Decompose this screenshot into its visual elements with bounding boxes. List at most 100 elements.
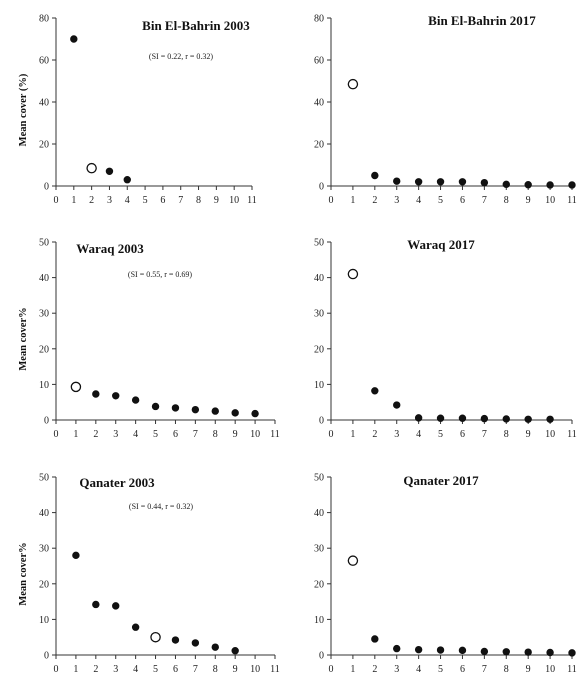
panel-4-y-tick-label: 50 — [314, 238, 324, 249]
panel-3-x-tick-label: 1 — [73, 429, 78, 440]
panel-3-x-tick-label: 6 — [173, 429, 178, 440]
panel-5-y-tick-label: 50 — [39, 473, 49, 484]
panel-4-x-tick-label: 7 — [482, 429, 487, 440]
panel-1-x-tick-label: 9 — [214, 195, 219, 206]
panel-5-title: Qanater 2003 — [79, 475, 155, 490]
panel-4-data-point — [458, 414, 467, 422]
panel-3-y-label: Mean cover% — [18, 307, 29, 370]
panel-2-x-tick-label: 10 — [545, 195, 555, 206]
panel-3-x-tick-label: 0 — [54, 429, 59, 440]
panel-4-data-point — [546, 415, 554, 423]
panel-5-x-tick-label: 9 — [233, 664, 238, 673]
panel-5-data-point — [211, 643, 219, 651]
panel-3-y-tick-label: 20 — [39, 344, 49, 355]
panel-2-x-tick-label: 6 — [460, 195, 465, 206]
panel-2-y-tick-label: 60 — [314, 56, 324, 67]
panel-1-title: Bin El-Bahrin 2003 — [142, 18, 250, 33]
panel-6-data-point — [524, 648, 532, 656]
panel-5-data-point — [231, 647, 239, 655]
panel-4-y-tick-label: 10 — [314, 380, 324, 391]
panel-3-data-point — [171, 404, 180, 412]
panel-6-y-tick-label: 10 — [314, 615, 324, 626]
panel-4-x-tick-label: 8 — [504, 429, 509, 440]
panel-3-x-tick-label: 4 — [133, 429, 138, 440]
panel-2-x-tick-label: 11 — [567, 195, 577, 206]
panel-3-data-point — [131, 396, 140, 404]
panel-1-y-tick-label: 80 — [39, 14, 49, 25]
panel-1-x-tick-label: 1 — [71, 195, 76, 206]
panel-6-y-tick-label: 50 — [314, 473, 324, 484]
panel-5-data-point — [72, 551, 80, 560]
panel-2-title: Bin El-Bahrin 2017 — [428, 13, 536, 28]
panel-4-data-point — [393, 401, 401, 409]
panel-5-x-tick-label: 2 — [93, 664, 98, 673]
panel-3-data-point — [112, 392, 120, 400]
panel-3-y-tick-label: 10 — [39, 380, 49, 391]
panel-1-y-tick-label: 0 — [44, 182, 49, 193]
panel-2-x-tick-label: 1 — [350, 195, 355, 206]
panel-4-data-point — [414, 414, 423, 422]
panel-6-data-point — [347, 555, 359, 566]
panel-2-x-tick-label: 5 — [438, 195, 443, 206]
panel-5-y-label: Mean cover% — [18, 542, 29, 605]
panel-6-data-point — [546, 648, 554, 657]
panel-5-x-tick-label: 0 — [54, 664, 59, 673]
panel-1-data-point — [105, 167, 114, 175]
panel-6-data-point — [414, 645, 423, 654]
panel-5-data-point — [150, 631, 161, 643]
panel-6-y-tick-label: 40 — [314, 508, 324, 519]
panel-4-x-tick-label: 2 — [372, 429, 377, 440]
panel-6-x-tick-label: 3 — [394, 664, 399, 673]
panel-5-x-tick-label: 7 — [193, 664, 198, 673]
panel-5-x-tick-label: 10 — [250, 664, 260, 673]
panel-3-title: Waraq 2003 — [76, 241, 144, 256]
panel-5-x-tick-label: 11 — [270, 664, 280, 673]
panel-6-data-point — [480, 647, 489, 656]
panel-5-y-tick-label: 40 — [39, 508, 49, 519]
panel-3-y-tick-label: 0 — [44, 416, 49, 427]
panel-3-data-point — [231, 409, 239, 417]
panel-6-x-tick-label: 0 — [329, 664, 334, 673]
panel-4-data-point — [502, 415, 510, 423]
panel-6-data-point — [393, 644, 401, 653]
panel-3-data-point — [191, 405, 200, 414]
panel-5-data-point — [191, 639, 200, 647]
panel-4-x-tick-label: 1 — [350, 429, 355, 440]
panel-4-y-tick-label: 0 — [319, 416, 324, 427]
panel-2-y-tick-label: 0 — [319, 182, 324, 193]
panel-6-x-tick-label: 9 — [526, 664, 531, 673]
panel-4-x-tick-label: 0 — [329, 429, 334, 440]
panel-1-x-tick-label: 0 — [54, 195, 59, 206]
panel-4-data-point — [436, 414, 445, 422]
panel-6-x-tick-label: 8 — [504, 664, 509, 673]
panel-2-x-tick-label: 9 — [526, 195, 531, 206]
panel-2-data-point — [546, 181, 554, 189]
panel-1-data-point — [123, 175, 131, 184]
panel-2-data-point — [393, 177, 401, 185]
panel-3-data-point — [70, 381, 82, 393]
panel-2-x-tick-label: 2 — [372, 195, 377, 206]
panel-1-x-tick-label: 7 — [178, 195, 183, 206]
panel-1-x-tick-label: 10 — [229, 195, 239, 206]
panel-6-data-point — [436, 646, 445, 654]
panel-6-data-point — [502, 648, 510, 656]
panel-2-data-point — [480, 178, 489, 187]
panel-1-x-tick-label: 8 — [196, 195, 201, 206]
panel-3-y-tick-label: 40 — [39, 273, 49, 284]
panel-6-x-tick-label: 6 — [460, 664, 465, 673]
panel-2-x-tick-label: 4 — [416, 195, 421, 206]
panel-5-y-tick-label: 0 — [44, 651, 49, 662]
panel-4-data-point — [371, 387, 379, 395]
panel-6-x-tick-label: 10 — [545, 664, 555, 673]
panel-2-x-tick-label: 7 — [482, 195, 487, 206]
panel-6-data-point — [371, 635, 379, 643]
panel-6-y-tick-label: 30 — [314, 544, 324, 555]
panel-5-data-point — [171, 636, 180, 644]
panel-5-x-tick-label: 3 — [113, 664, 118, 673]
panel-2-y-tick-label: 80 — [314, 14, 324, 25]
panel-2-x-tick-label: 8 — [504, 195, 509, 206]
panel-3-data-point — [211, 407, 219, 415]
panel-4-x-tick-label: 9 — [526, 429, 531, 440]
panel-2-data-point — [458, 178, 467, 186]
panel-2-data-point — [371, 171, 379, 180]
